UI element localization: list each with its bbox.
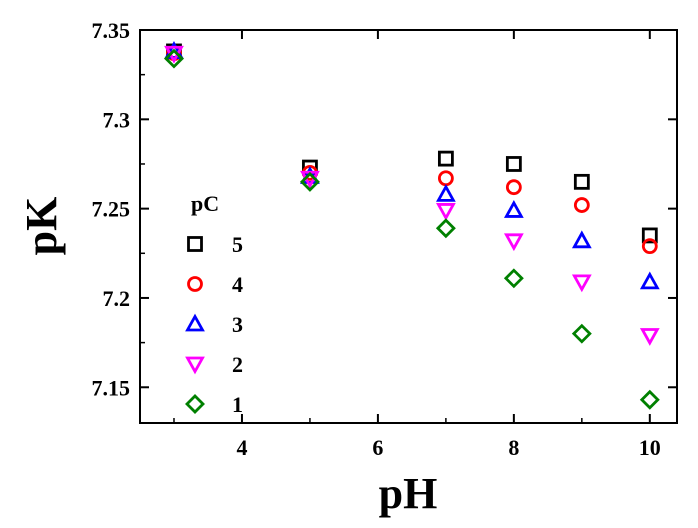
legend-label-pc-5: 5	[232, 232, 243, 257]
data-point-pc-4	[505, 179, 522, 196]
data-point-pc-4	[641, 238, 658, 255]
x-tick-label: 6	[372, 435, 383, 460]
data-point-pc-4	[573, 197, 590, 213]
x-axis-label: pH	[379, 469, 438, 518]
data-point-pc-5	[437, 150, 454, 167]
data-point-pc-2	[639, 328, 660, 346]
x-tick-label: 8	[508, 435, 519, 460]
data-point-pc-1	[503, 268, 524, 289]
legend-label-pc-2: 2	[232, 352, 243, 377]
y-tick-label: 7.3	[103, 107, 131, 132]
data-point-pc-1	[435, 218, 456, 239]
data-point-pc-1	[299, 171, 320, 192]
data-point-pc-3	[639, 271, 660, 290]
legend-label-pc-1: 1	[232, 392, 243, 417]
legend-marker-pc-1	[185, 394, 205, 414]
y-tick-label: 7.15	[92, 375, 131, 400]
data-point-pc-2	[503, 233, 524, 252]
data-point-pc-2	[571, 274, 592, 293]
legend-marker-pc-5	[187, 236, 203, 252]
legend-label-pc-4: 4	[232, 272, 243, 297]
data-markers	[164, 41, 660, 410]
x-tick-label: 4	[236, 435, 247, 460]
data-point-pc-2	[436, 203, 456, 221]
data-point-pc-1	[164, 48, 184, 69]
y-axis-label: pK	[17, 197, 66, 256]
x-tick-label: 10	[639, 435, 661, 460]
data-point-pc-3	[571, 230, 592, 249]
y-tick-label: 7.35	[92, 18, 131, 43]
legend-marker-pc-3	[185, 313, 205, 332]
data-point-pc-5	[573, 173, 590, 190]
data-point-pc-1	[639, 389, 660, 410]
data-point-pc-3	[503, 200, 524, 218]
y-tick-label: 7.25	[92, 197, 131, 222]
y-tick-label: 7.2	[103, 286, 131, 311]
data-point-pc-3	[436, 183, 456, 202]
legend-label-pc-3: 3	[232, 312, 243, 337]
data-point-pc-1	[571, 323, 592, 344]
tick-labels: 4 6 8 10 7.15 7.2 7.25 7.3 7.35	[92, 18, 661, 460]
data-point-pc-4	[437, 170, 454, 187]
data-point-pc-3	[164, 41, 184, 59]
plot-frame	[139, 29, 678, 424]
legend: pC 5 4 3 2 1	[185, 191, 243, 417]
legend-marker-pc-2	[185, 356, 205, 375]
data-point-pc-5	[641, 227, 658, 244]
data-point-pc-5	[505, 156, 522, 172]
legend-marker-pc-4	[187, 276, 203, 292]
legend-title: pC	[191, 191, 219, 216]
axis-ticks	[140, 29, 677, 423]
